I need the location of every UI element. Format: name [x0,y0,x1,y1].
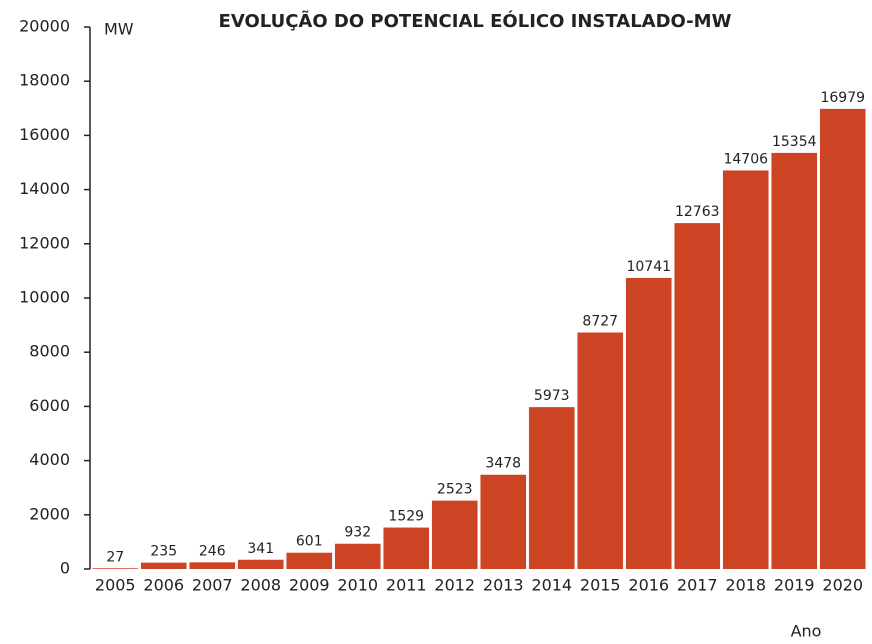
y-tick-label: 6000 [29,396,70,415]
x-tick-label: 2007 [192,576,233,595]
value-label: 341 [247,541,274,557]
bar [286,552,333,569]
x-tick-label: 2010 [337,576,378,595]
y-tick-label: 4000 [29,450,70,469]
x-tick-label: 2005 [95,576,136,595]
x-tick-label: 2006 [143,576,184,595]
bar [140,562,187,569]
chart-title: EVOLUÇÃO DO POTENCIAL EÓLICO INSTALADO-M… [219,9,732,32]
y-tick-label: 2000 [29,504,70,523]
value-label: 10741 [626,259,671,275]
bar [383,527,430,569]
x-axis-label: Ano [791,622,822,641]
x-tick-label: 2013 [483,576,524,595]
bar [189,562,236,569]
value-label: 3478 [485,456,521,472]
y-axis-label: MW [104,20,134,39]
bar [480,474,527,569]
y-tick-label: 14000 [19,179,70,198]
x-tick-label: 2018 [725,576,766,595]
value-label: 932 [344,525,371,541]
bar [625,277,672,569]
bar [771,152,818,569]
value-label: 8727 [582,313,618,329]
y-tick-label: 16000 [19,125,70,144]
y-tick-label: 20000 [19,17,70,36]
x-tick-label: 2014 [531,576,572,595]
x-tick-label: 2020 [822,576,863,595]
x-tick-label: 2015 [580,576,621,595]
x-tick-label: 2019 [774,576,815,595]
x-tick-label: 2012 [434,576,475,595]
x-tick-label: 2016 [628,576,669,595]
value-label: 246 [199,543,226,559]
value-label: 5973 [534,388,570,404]
value-label: 12763 [675,204,720,220]
bar [819,108,866,569]
bar [528,407,575,569]
bar [674,223,721,570]
y-tick-label: 0 [60,559,70,578]
x-tick-label: 2009 [289,576,330,595]
value-label: 14706 [723,151,768,167]
value-label: 2523 [437,482,473,498]
value-label: 235 [150,544,177,560]
bar [92,568,139,569]
bar [577,332,624,569]
bar [237,559,284,569]
y-tick-label: 8000 [29,342,70,361]
value-label: 15354 [772,134,817,150]
y-tick-label: 18000 [19,71,70,90]
bar [722,170,769,569]
value-label: 16979 [820,90,865,106]
x-tick-label: 2017 [677,576,718,595]
value-label: 1529 [388,509,424,525]
x-tick-label: 2008 [240,576,281,595]
value-label: 27 [106,549,124,565]
bar [334,543,381,569]
y-tick-label: 12000 [19,233,70,252]
x-tick-label: 2011 [386,576,427,595]
bar [431,500,478,569]
value-label: 601 [296,534,323,550]
y-tick-label: 10000 [19,288,70,307]
